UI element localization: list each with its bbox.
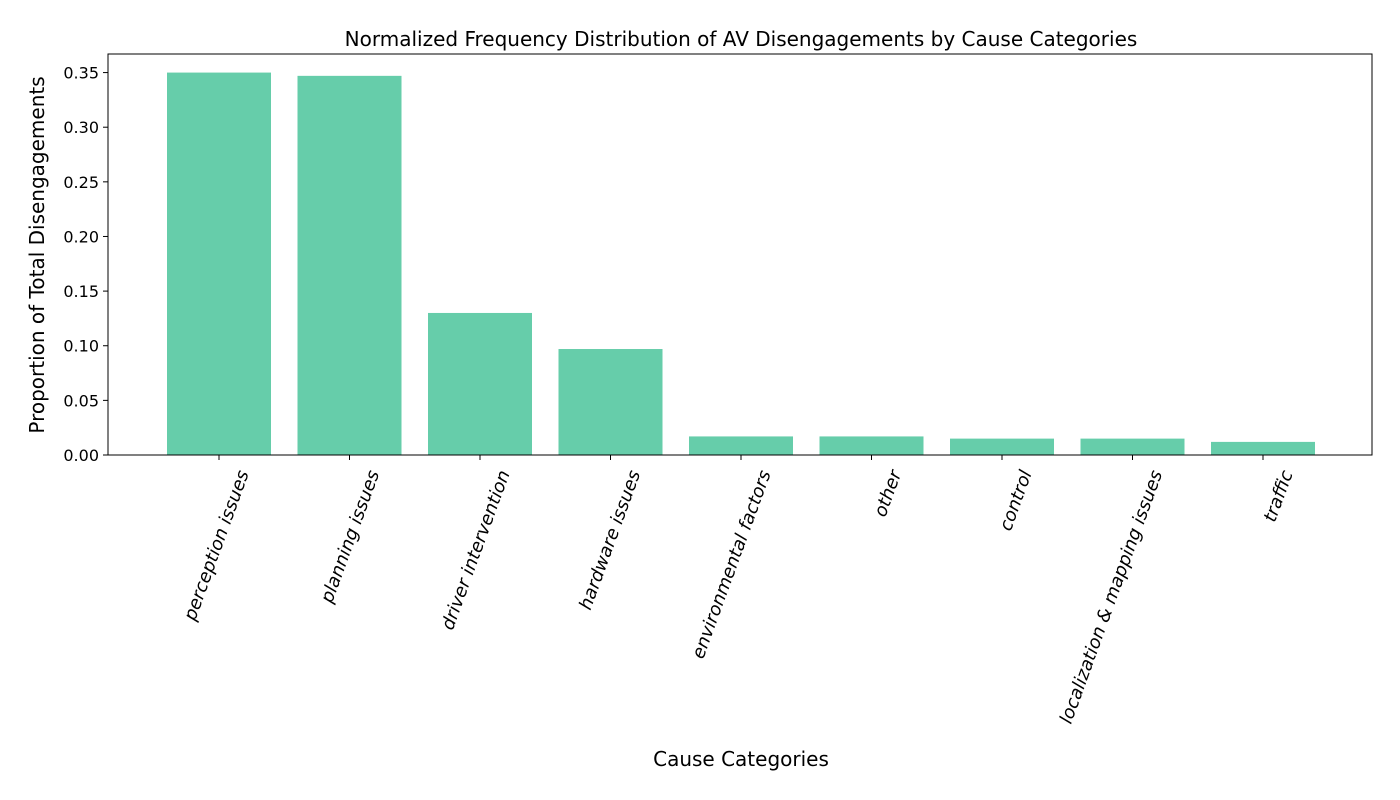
chart-title: Normalized Frequency Distribution of AV …: [345, 27, 1138, 51]
x-axis-label: Cause Categories: [653, 747, 829, 771]
y-tick-label: 0.30: [63, 118, 99, 137]
y-tick-label: 0.25: [63, 173, 99, 192]
y-axis: 0.00 0.05 0.10 0.15 0.20 0.25 0.30 0.35: [63, 64, 108, 465]
y-tick-label: 0.15: [63, 282, 99, 301]
x-tick-label: perception issues: [180, 468, 254, 625]
bar: [1211, 441, 1315, 455]
y-axis-label: Proportion of Total Disengagements: [25, 76, 49, 433]
bar: [297, 75, 402, 456]
bar: [558, 349, 663, 455]
bar: [428, 312, 532, 455]
bar: [950, 438, 1054, 455]
x-tick-label: planning issues: [316, 468, 384, 607]
y-tick-label: 0.10: [63, 337, 99, 356]
bar: [819, 436, 924, 455]
y-tick-label: 0.20: [63, 227, 99, 246]
bars-group: [167, 72, 1315, 456]
x-tick-label: hardware issues: [575, 468, 645, 613]
plot-area-frame: [107, 53, 1373, 456]
y-tick-label: 0.35: [63, 64, 99, 83]
y-tick-label: 0.05: [63, 391, 99, 410]
x-tick-label: driver intervention: [437, 468, 514, 633]
x-tick-label: other: [870, 466, 907, 520]
bar: [1080, 438, 1185, 455]
bar: [167, 72, 271, 456]
x-tick-label: localization & mapping issues: [1056, 468, 1167, 727]
x-tick-label: traffic: [1260, 467, 1298, 524]
x-tick-label: control: [995, 468, 1036, 534]
x-tick-label: environmental factors: [688, 468, 776, 662]
x-axis: perception issues planning issues driver i…: [180, 455, 1298, 727]
y-tick-label: 0.00: [63, 446, 99, 465]
bar: [689, 436, 793, 455]
